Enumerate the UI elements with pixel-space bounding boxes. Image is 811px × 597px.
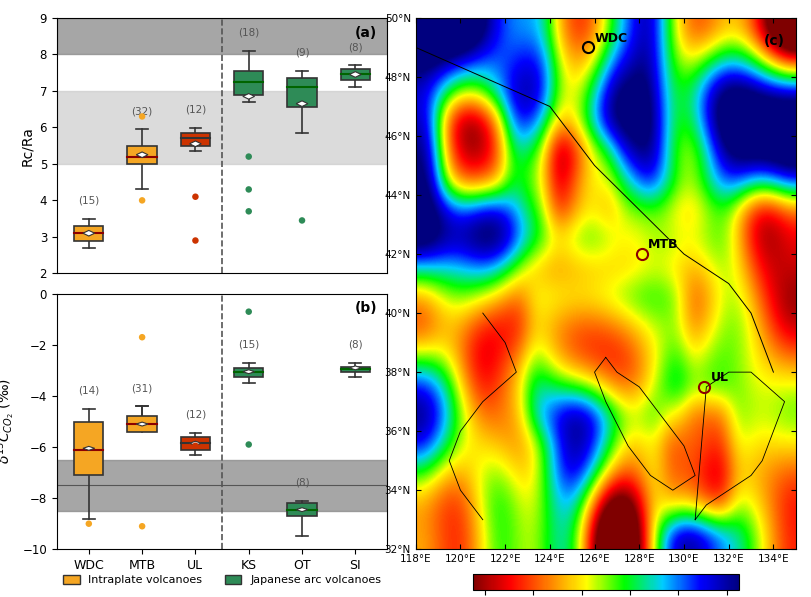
- Text: WDC: WDC: [594, 32, 627, 45]
- Bar: [57, 18, 387, 54]
- Polygon shape: [296, 101, 307, 106]
- Polygon shape: [83, 447, 95, 450]
- Polygon shape: [189, 141, 201, 147]
- Text: (14): (14): [78, 386, 99, 396]
- Polygon shape: [349, 72, 361, 77]
- Text: (12): (12): [185, 410, 206, 420]
- Text: (c): (c): [762, 34, 783, 48]
- Text: UL: UL: [710, 371, 728, 384]
- FancyBboxPatch shape: [287, 503, 316, 516]
- Bar: [57, 460, 387, 511]
- Text: (a): (a): [354, 26, 377, 39]
- Point: [135, 521, 148, 531]
- FancyBboxPatch shape: [127, 146, 157, 164]
- FancyBboxPatch shape: [341, 69, 370, 80]
- Point: [242, 440, 255, 450]
- Text: (8): (8): [294, 478, 309, 488]
- Y-axis label: Rc/Ra: Rc/Ra: [20, 126, 34, 165]
- Polygon shape: [296, 507, 307, 512]
- Text: (8): (8): [348, 42, 363, 52]
- Y-axis label: $\delta^{13}C_{CO_2}$ (‰): $\delta^{13}C_{CO_2}$ (‰): [0, 378, 17, 464]
- Text: (31): (31): [131, 383, 152, 393]
- Text: (15): (15): [78, 195, 99, 205]
- FancyBboxPatch shape: [234, 71, 263, 94]
- Polygon shape: [83, 230, 95, 236]
- FancyBboxPatch shape: [127, 417, 157, 432]
- Point: [189, 236, 202, 245]
- Text: (12): (12): [185, 105, 206, 115]
- Text: (8): (8): [348, 340, 363, 350]
- Text: (32): (32): [131, 106, 152, 116]
- Polygon shape: [136, 422, 148, 426]
- Text: (b): (b): [354, 301, 377, 315]
- FancyBboxPatch shape: [181, 133, 210, 146]
- Point: [242, 152, 255, 161]
- FancyBboxPatch shape: [74, 226, 103, 241]
- Point: [189, 192, 202, 202]
- Point: [82, 519, 95, 528]
- Point: [135, 112, 148, 121]
- Point: [242, 307, 255, 316]
- FancyBboxPatch shape: [341, 367, 370, 372]
- Point: [189, 441, 202, 451]
- Polygon shape: [189, 441, 201, 445]
- Legend: Intraplate volcanoes, Japanese arc volcanoes: Intraplate volcanoes, Japanese arc volca…: [58, 570, 385, 590]
- FancyBboxPatch shape: [74, 421, 103, 475]
- Text: (9): (9): [294, 48, 309, 58]
- FancyBboxPatch shape: [234, 368, 263, 377]
- Polygon shape: [242, 94, 255, 99]
- Point: [135, 333, 148, 342]
- Point: [242, 184, 255, 194]
- Text: (18): (18): [238, 27, 259, 38]
- Point: [135, 196, 148, 205]
- Polygon shape: [242, 370, 255, 374]
- Polygon shape: [136, 152, 148, 158]
- Bar: [57, 91, 387, 164]
- FancyBboxPatch shape: [287, 78, 316, 107]
- Polygon shape: [349, 366, 361, 370]
- Point: [242, 207, 255, 216]
- Point: [295, 216, 308, 225]
- Text: MTB: MTB: [647, 238, 678, 251]
- FancyBboxPatch shape: [181, 437, 210, 450]
- Text: (15): (15): [238, 340, 259, 350]
